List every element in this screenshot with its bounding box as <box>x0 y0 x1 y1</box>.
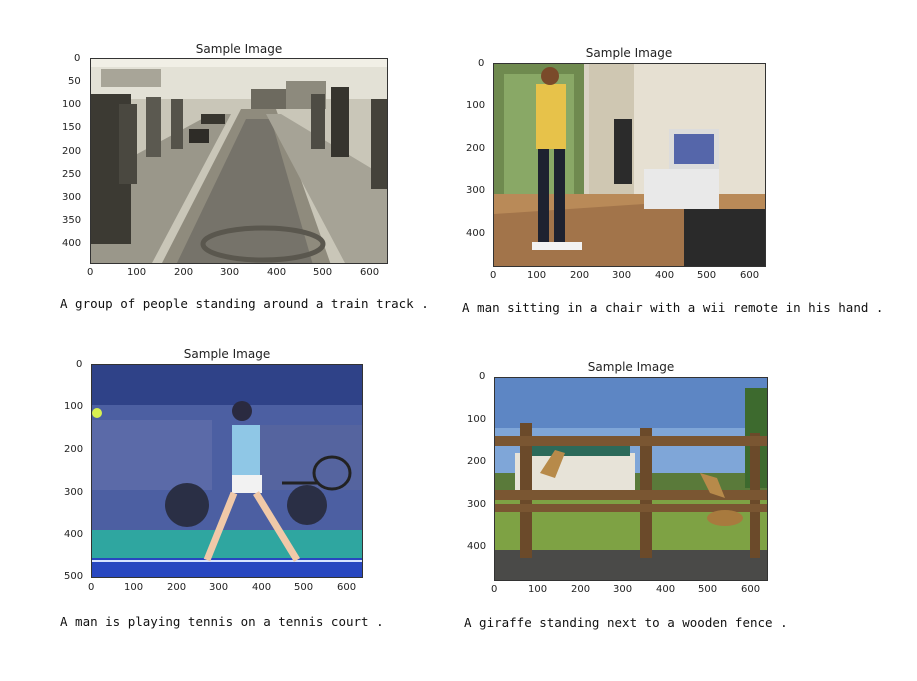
y-tick-label: 250 <box>62 169 82 180</box>
sample-image-baggage-carousel <box>90 58 388 264</box>
y-tick-label: 200 <box>467 456 487 467</box>
x-tick-label: 400 <box>656 584 676 595</box>
x-tick-label: 0 <box>490 270 497 281</box>
panel-title: Sample Image <box>183 347 271 361</box>
baggage-carousel-photo <box>91 59 387 263</box>
x-tick-label: 600 <box>337 582 357 593</box>
x-tick-label: 400 <box>267 267 287 278</box>
image-caption: A group of people standing around a trai… <box>60 296 429 311</box>
panel-title: Sample Image <box>195 42 283 56</box>
y-tick-label: 100 <box>466 100 486 111</box>
x-tick-label: 0 <box>87 267 94 278</box>
y-tick-label: 0 <box>76 359 83 370</box>
x-tick-label: 500 <box>697 270 717 281</box>
y-tick-label: 100 <box>467 414 487 425</box>
image-caption: A giraffe standing next to a wooden fenc… <box>464 615 788 630</box>
y-tick-label: 300 <box>62 192 82 203</box>
x-tick-label: 100 <box>124 582 144 593</box>
y-tick-label: 50 <box>68 76 81 87</box>
x-tick-label: 500 <box>698 584 718 595</box>
y-tick-label: 500 <box>64 571 84 582</box>
sample-image-giraffe-fence <box>494 377 768 581</box>
y-tick-label: 400 <box>62 238 82 249</box>
x-tick-label: 0 <box>491 584 498 595</box>
y-tick-label: 300 <box>64 487 84 498</box>
y-tick-label: 400 <box>466 228 486 239</box>
y-tick-label: 300 <box>467 499 487 510</box>
x-tick-label: 600 <box>741 584 761 595</box>
x-tick-label: 100 <box>127 267 147 278</box>
y-tick-label: 200 <box>62 146 82 157</box>
y-tick-label: 350 <box>62 215 82 226</box>
x-tick-label: 300 <box>220 267 240 278</box>
x-tick-label: 500 <box>294 582 314 593</box>
image-caption: A man is playing tennis on a tennis cour… <box>60 614 384 629</box>
panel-title: Sample Image <box>585 46 673 60</box>
y-tick-label: 0 <box>74 53 81 64</box>
x-tick-label: 300 <box>209 582 229 593</box>
x-tick-label: 200 <box>571 584 591 595</box>
x-tick-label: 400 <box>252 582 272 593</box>
x-tick-label: 100 <box>527 270 547 281</box>
tennis-player-photo <box>92 365 362 577</box>
x-tick-label: 600 <box>360 267 380 278</box>
x-tick-label: 0 <box>88 582 95 593</box>
x-tick-label: 300 <box>613 584 633 595</box>
y-tick-label: 0 <box>478 58 485 69</box>
y-tick-label: 200 <box>466 143 486 154</box>
y-tick-label: 400 <box>467 541 487 552</box>
x-tick-label: 600 <box>740 270 760 281</box>
y-tick-label: 200 <box>64 444 84 455</box>
y-tick-label: 100 <box>62 99 82 110</box>
y-tick-label: 0 <box>479 371 486 382</box>
y-tick-label: 150 <box>62 122 82 133</box>
y-tick-label: 100 <box>64 401 84 412</box>
x-tick-label: 200 <box>174 267 194 278</box>
image-caption: A man sitting in a chair with a wii remo… <box>462 300 884 315</box>
x-tick-label: 200 <box>167 582 187 593</box>
x-tick-label: 200 <box>570 270 590 281</box>
x-tick-label: 300 <box>612 270 632 281</box>
giraffe-behind-fence-photo <box>495 378 767 580</box>
y-tick-label: 300 <box>466 185 486 196</box>
y-tick-label: 400 <box>64 529 84 540</box>
x-tick-label: 400 <box>655 270 675 281</box>
person-on-wii-balance-board-photo <box>494 64 765 266</box>
x-tick-label: 100 <box>528 584 548 595</box>
panel-title: Sample Image <box>587 360 675 374</box>
sample-image-tennis-player <box>91 364 363 578</box>
x-tick-label: 500 <box>313 267 333 278</box>
sample-image-wii-player <box>493 63 766 267</box>
